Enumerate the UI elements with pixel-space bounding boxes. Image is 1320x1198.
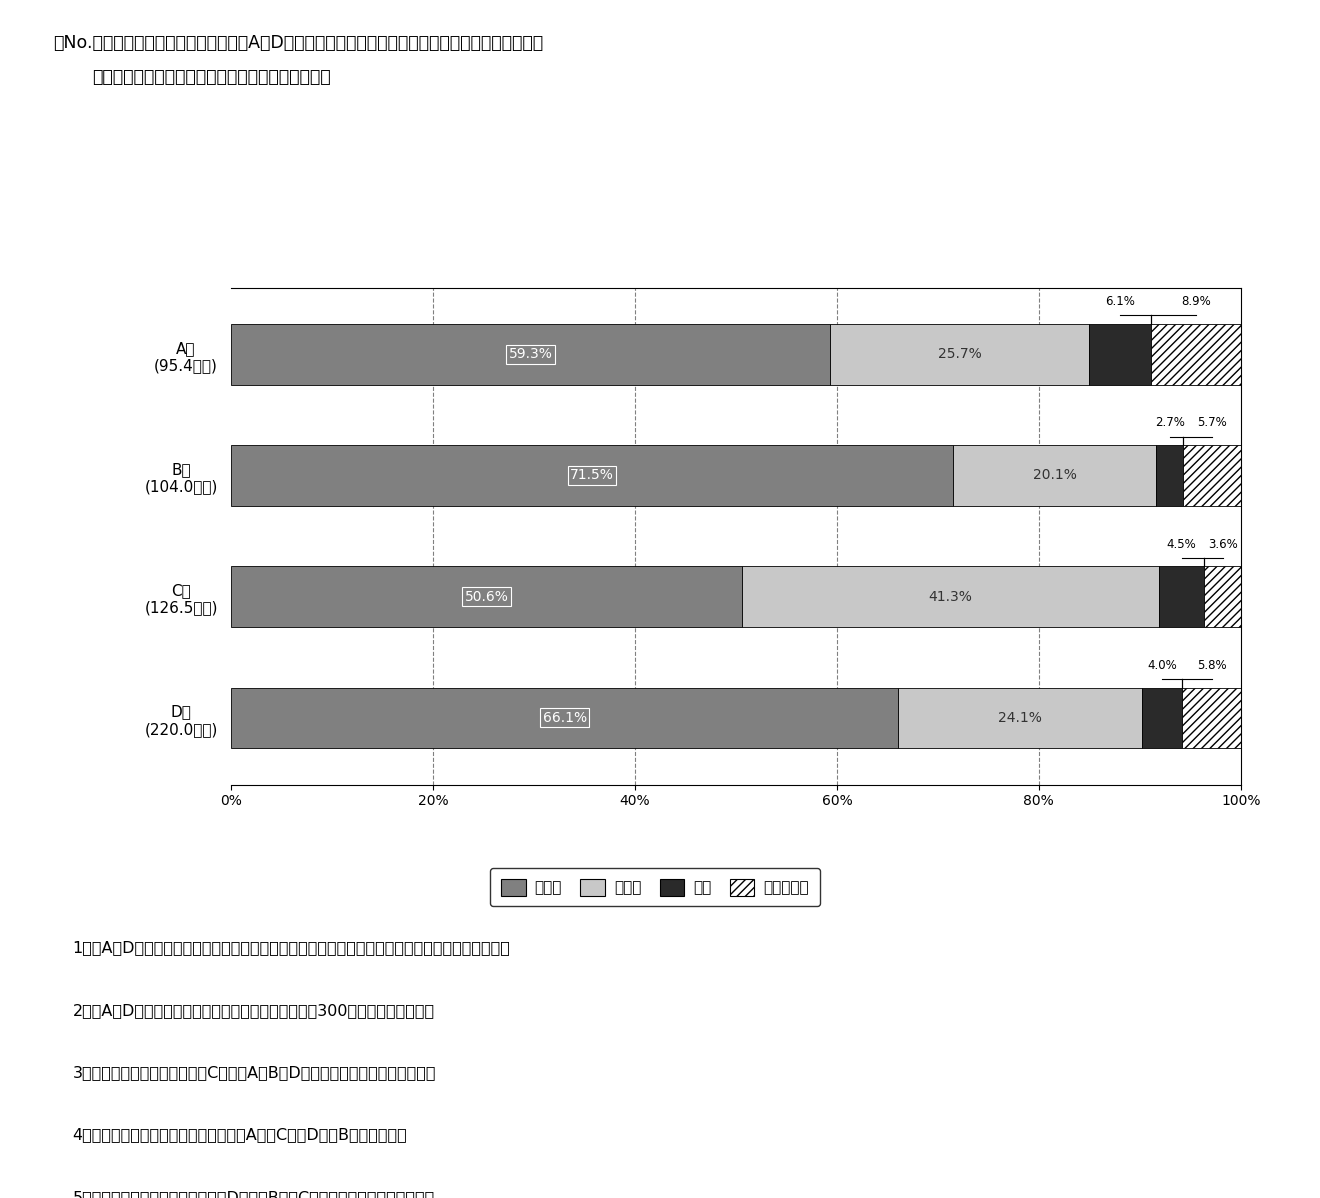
Bar [231,567,742,627]
Bar [742,567,1159,627]
Text: 59.3%: 59.3% [508,347,552,362]
Bar [1156,446,1183,506]
Text: 5.8%: 5.8% [1197,659,1226,672]
Text: 4．　雑誌の貸出点数では，多い順に，A市，C市，D市，B市であった。: 4． 雑誌の貸出点数では，多い順に，A市，C市，D市，B市であった。 [73,1127,408,1143]
Text: 71.5%: 71.5% [570,468,614,483]
Bar [1183,688,1241,749]
Text: 5.7%: 5.7% [1197,417,1226,429]
Text: 20.1%: 20.1% [1032,468,1076,483]
Text: 2．　A～Dの４市を合計すると，一般書の貸出点数は300万点以上であった。: 2． A～Dの４市を合計すると，一般書の貸出点数は300万点以上であった。 [73,1003,434,1018]
Text: 41.3%: 41.3% [928,589,973,604]
Text: 66.1%: 66.1% [543,710,587,725]
Text: のである。これから確実にいえるのはどれか。: のである。これから確実にいえるのはどれか。 [92,68,331,86]
Bar [1142,688,1183,749]
Text: 50.6%: 50.6% [465,589,508,604]
Text: 25.7%: 25.7% [937,347,982,362]
Text: 1．　A～Dのいずれの市においても，一般書の貸出点数は児童書の貸出点数の２倍以上であった。: 1． A～Dのいずれの市においても，一般書の貸出点数は児童書の貸出点数の２倍以上… [73,940,511,956]
Text: 4.0%: 4.0% [1147,659,1177,672]
Text: 8.9%: 8.9% [1181,295,1210,308]
Text: 5．　視聴覚資料の貸出点数では，D市は，B市とC市の合計よりも少なかった。: 5． 視聴覚資料の貸出点数では，D市は，B市とC市の合計よりも少なかった。 [73,1190,434,1198]
Text: 6.1%: 6.1% [1105,295,1135,308]
Bar [1159,567,1204,627]
Text: 3．　児童書の貸出点数では，C市は，A，B，Dの３市の合計よりも多かった。: 3． 児童書の貸出点数では，C市は，A，B，Dの３市の合計よりも多かった。 [73,1065,436,1081]
Bar [1204,567,1241,627]
Bar [830,323,1089,385]
Bar [1183,446,1241,506]
Bar [1089,323,1151,385]
Legend: 一般書, 児童書, 雑誌, 視聴覚資料: 一般書, 児童書, 雑誌, 視聴覚資料 [491,869,820,907]
Bar [899,688,1142,749]
Text: 3.6%: 3.6% [1208,538,1237,551]
Text: 24.1%: 24.1% [998,710,1041,725]
Bar [953,446,1156,506]
Bar [231,446,953,506]
Bar [231,688,899,749]
Text: 4.5%: 4.5% [1167,538,1197,551]
Text: 『No.　　』　図は，ある年度におけるA～Dの４市の図書館資料の貸出点数及びその内訳を示したも: 『No. 』 図は，ある年度におけるA～Dの４市の図書館資料の貸出点数及びその内… [53,34,543,52]
Bar [231,323,830,385]
Bar [1151,323,1241,385]
Text: 2.7%: 2.7% [1155,417,1184,429]
